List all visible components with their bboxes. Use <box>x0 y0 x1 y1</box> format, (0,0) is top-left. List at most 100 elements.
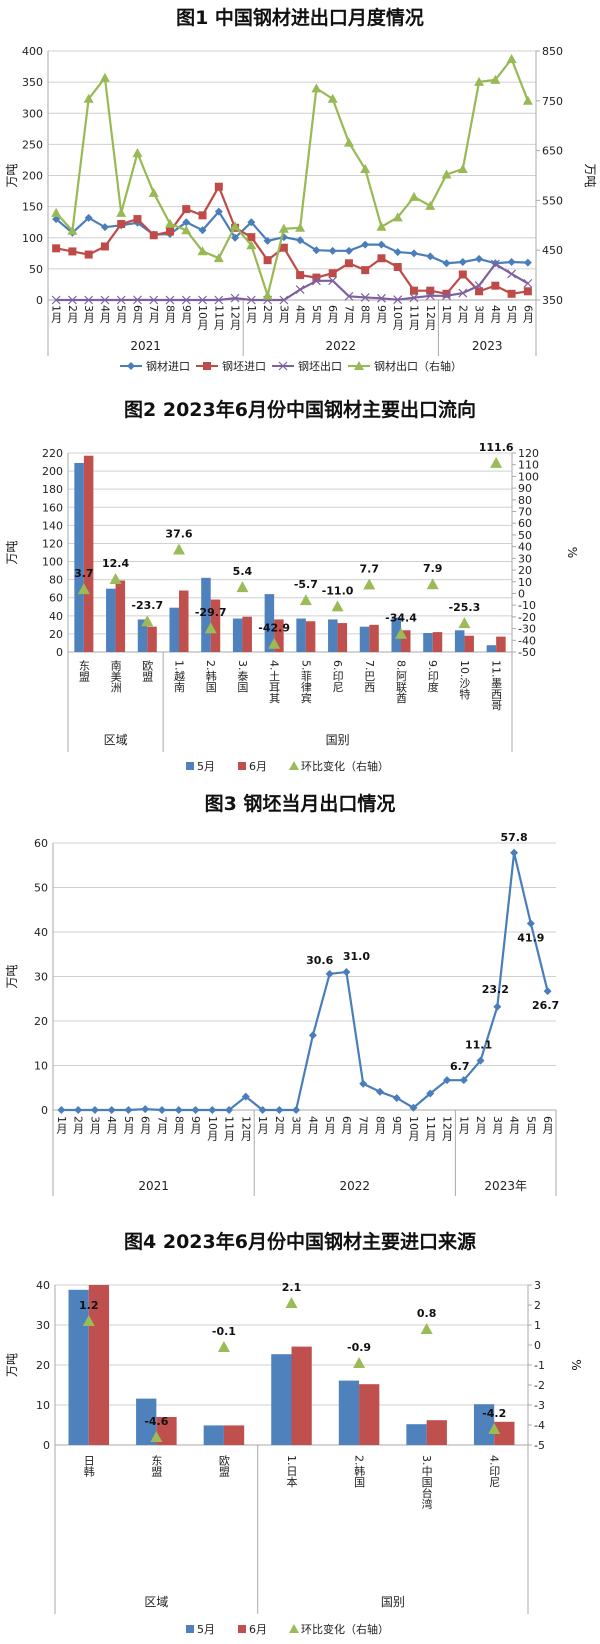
data-point <box>344 291 354 301</box>
data-point <box>214 295 224 305</box>
y2-axis-title: % <box>569 1359 583 1370</box>
x-tick-label: 4月 <box>508 1116 521 1134</box>
legend-marker <box>203 362 211 370</box>
data-point <box>425 291 435 301</box>
chart-title: 图3 钢坯当月出口情况 <box>205 792 396 815</box>
y2-tick-label: -2 <box>534 1379 545 1392</box>
legend-item: 钢材出口（右轴） <box>348 359 462 373</box>
data-point <box>311 83 322 93</box>
data-point <box>458 288 468 298</box>
x-tick-label: 3月 <box>473 305 486 323</box>
y2-tick-label: -40 <box>518 634 536 647</box>
x-group-label: 国别 <box>381 1595 405 1609</box>
series-3: 3.7 12.4 -23.7 37.6 -29.7 5.4 -42.9 -5.7 -11.0 7.… <box>74 441 514 649</box>
data-label: 37.6 <box>165 527 192 540</box>
chart-title: 图1 中国钢材进出口月度情况 <box>176 6 424 29</box>
x-tick-label: 3月 <box>491 1116 504 1134</box>
data-point <box>410 249 418 258</box>
bar <box>68 1289 89 1445</box>
data-point <box>475 254 484 263</box>
data-point <box>458 258 467 267</box>
x-group-label: 区域 <box>144 1595 168 1609</box>
x-tick-label: 2月 <box>72 1116 85 1134</box>
bar <box>426 1420 447 1445</box>
legend-marker <box>354 361 364 370</box>
data-point <box>457 164 468 174</box>
x-tick-label: 5月 <box>310 305 323 323</box>
data-point <box>442 259 451 268</box>
data-point <box>360 293 370 302</box>
x-group-label: 区域 <box>104 733 128 747</box>
x-tick-label: 11月 <box>408 305 421 330</box>
data-point <box>459 1076 468 1085</box>
y2-tick-label: -20 <box>518 611 536 624</box>
data-point <box>258 1106 267 1114</box>
data-point <box>77 583 90 595</box>
data-point <box>150 1431 163 1442</box>
y-tick-label: 80 <box>49 574 63 587</box>
data-point <box>74 1106 83 1114</box>
y2-tick-label: 850 <box>542 45 563 58</box>
data-point <box>311 276 321 286</box>
x-tick-label: 4.印尼 <box>488 1455 501 1488</box>
series-3: 1.2 -4.6 -0.1 2.1 -0.9 0.8 -4.2 <box>79 1281 506 1442</box>
bar <box>432 632 443 652</box>
data-label: -29.7 <box>195 606 227 619</box>
data-point <box>296 271 305 280</box>
legend: 5月 6月 环比变化（右轴） <box>186 759 389 773</box>
data-point <box>107 1106 116 1114</box>
data-point <box>523 287 532 296</box>
x-tick-label: 7月 <box>342 305 355 323</box>
data-point <box>510 848 519 857</box>
data-point <box>109 572 122 584</box>
x-tick-label: 4月 <box>294 305 307 323</box>
legend-item: 钢材进口 <box>120 359 190 373</box>
data-label: 7.9 <box>423 562 443 575</box>
bar <box>401 630 411 652</box>
x-tick-label: 8月 <box>172 1116 185 1134</box>
bar <box>136 1398 157 1445</box>
data-label: 3.7 <box>74 567 94 580</box>
x-tick-label: 1月 <box>256 1116 269 1134</box>
y-tick-label: 150 <box>22 201 43 214</box>
data-point <box>490 456 503 468</box>
y2-tick-label: 30 <box>518 552 532 565</box>
data-point <box>279 243 288 252</box>
y2-tick-label: 550 <box>542 194 563 207</box>
data-point <box>488 1423 501 1434</box>
data-point <box>410 286 418 295</box>
x-tick-label: 8月 <box>373 1116 386 1134</box>
bar <box>169 607 179 652</box>
bar <box>464 635 474 652</box>
bar <box>223 1425 245 1445</box>
data-point <box>141 615 154 627</box>
x-tick-label: 8月 <box>359 305 372 323</box>
data-point <box>441 169 452 179</box>
legend-label: 5月 <box>197 760 215 773</box>
bar <box>271 1354 292 1445</box>
series-line <box>56 262 529 302</box>
y-tick-label: 180 <box>42 483 63 496</box>
data-label: -0.1 <box>212 1325 236 1338</box>
x-tick-label: 6.印尼 <box>331 660 344 693</box>
y-tick-label: 30 <box>36 1319 50 1332</box>
y2-tick-label: 10 <box>518 576 532 589</box>
x-tick-label: 9.印度 <box>426 660 439 693</box>
bar <box>473 1404 495 1445</box>
y-tick-label: 0 <box>43 1439 50 1452</box>
data-point <box>198 295 207 305</box>
x-tick-label: 6月 <box>326 305 339 323</box>
data-point <box>68 247 77 256</box>
chart-4: 图4 2023年6月份中国钢材主要进口来源010203040-5-4-3-2-1… <box>5 1230 583 1636</box>
bar <box>106 588 116 652</box>
data-point <box>278 223 289 233</box>
bar <box>338 1380 360 1445</box>
x-tick-label: 6月 <box>340 1116 353 1134</box>
data-point <box>148 187 159 197</box>
data-label: 41.9 <box>517 932 544 945</box>
x-tick-label: 3月 <box>277 305 290 323</box>
x-tick-label: 2月 <box>474 1116 487 1134</box>
bar <box>264 594 275 652</box>
legend-item: 钢坯出口 <box>272 359 342 373</box>
